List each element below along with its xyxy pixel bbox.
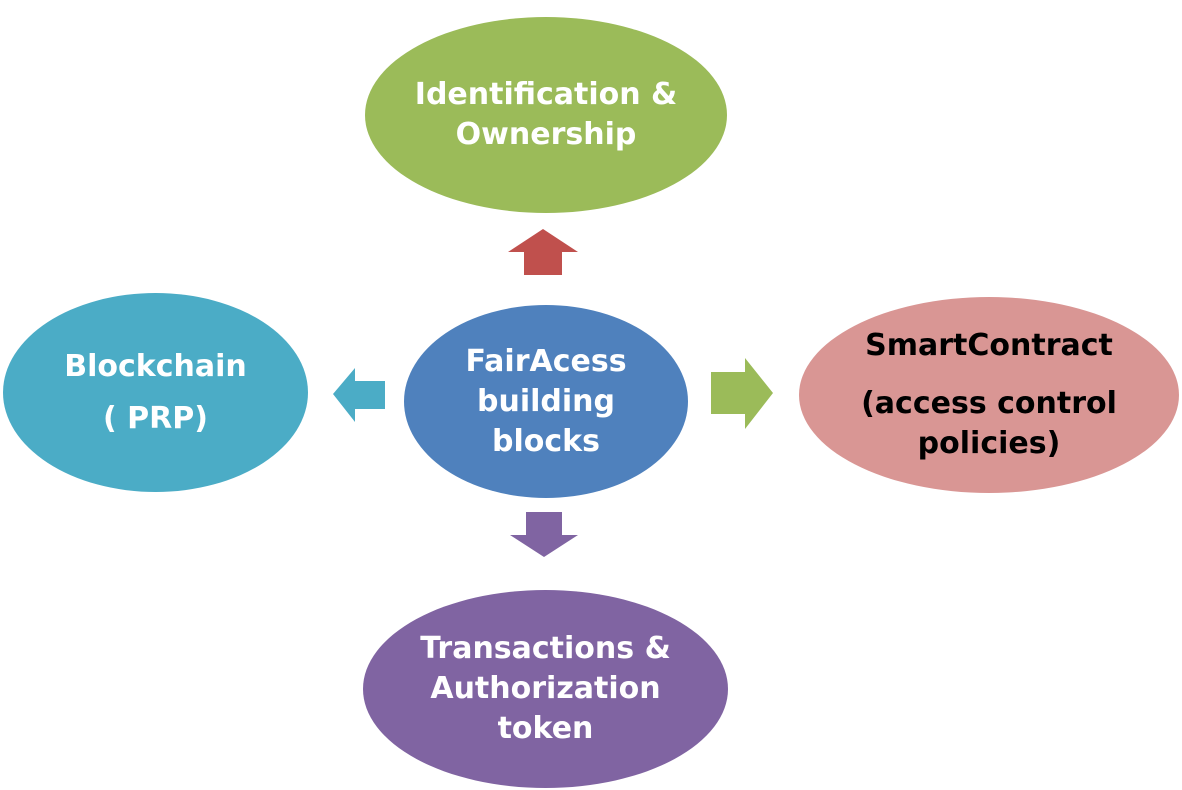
node-transactions-line-2: Authorization xyxy=(430,671,661,706)
node-center-line-3: blocks xyxy=(492,423,600,459)
node-blockchain-line-2: ( PRP) xyxy=(103,400,208,436)
node-smartcontract-line-3: policies) xyxy=(917,426,1061,461)
node-fairacess-building-blocks: FairAcess building blocks xyxy=(404,305,688,498)
arrow-down-to-transactions xyxy=(510,512,578,557)
node-blockchain: Blockchain ( PRP) xyxy=(3,293,308,492)
node-smartcontract-line-1: SmartContract xyxy=(865,328,1113,363)
node-center-line-1: FairAcess xyxy=(465,343,627,379)
node-smartcontract-line-2: (access control xyxy=(861,386,1117,421)
node-identification-ownership: Identification & Ownership xyxy=(365,17,727,213)
arrow-right-to-smartcontract xyxy=(711,358,773,429)
arrow-left-to-blockchain xyxy=(333,368,385,422)
node-identification-line-1: Identification & xyxy=(414,77,678,112)
node-smartcontract: SmartContract (access control policies) xyxy=(799,297,1179,493)
node-transactions-authorization: Transactions & Authorization token xyxy=(363,590,728,788)
arrow-up-to-identification xyxy=(508,229,578,275)
node-transactions-line-1: Transactions & xyxy=(420,631,671,666)
node-transactions-line-3: token xyxy=(497,711,594,746)
node-center-line-2: building xyxy=(477,383,615,419)
node-blockchain-line-1: Blockchain xyxy=(64,348,247,384)
node-identification-line-2: Ownership xyxy=(455,117,637,152)
